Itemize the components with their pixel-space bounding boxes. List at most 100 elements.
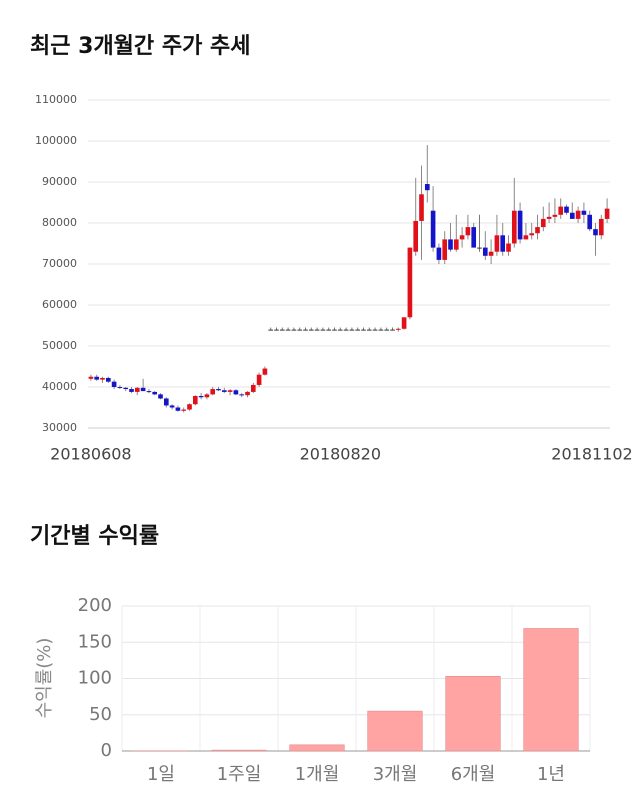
x-tick-label: 1년 (537, 764, 565, 785)
y-tick-label: 110000 (35, 93, 77, 106)
candle-body (181, 409, 187, 411)
candle-body (355, 329, 361, 331)
y-tick-label: 100000 (35, 134, 77, 147)
candle-body (442, 239, 448, 260)
candle-body (598, 218, 604, 236)
candle-body (395, 328, 401, 330)
x-tick-label: 1일 (147, 764, 175, 785)
candle-body (152, 391, 158, 395)
candle-body (564, 206, 569, 213)
y-axis-label: 수익률(%) (34, 638, 55, 719)
candle-body (320, 329, 326, 331)
candle-body (227, 390, 233, 392)
x-tick-label: 20180820 (300, 445, 381, 464)
candle-body (453, 239, 459, 250)
candle-body (349, 329, 355, 331)
y-tick-label: 90000 (42, 175, 77, 188)
candle-body (297, 329, 303, 331)
bar (211, 749, 267, 752)
candle-body (424, 184, 430, 191)
candle-body (134, 387, 140, 392)
candle-body (448, 239, 453, 250)
candle-body (390, 329, 395, 331)
candle-body (250, 384, 256, 392)
candle-body (511, 210, 517, 244)
candle-body (477, 247, 482, 249)
y-tick-label: 50000 (42, 339, 77, 352)
candle-body (111, 381, 117, 387)
candle-body (146, 391, 152, 393)
candle-body (285, 329, 291, 331)
y-tick-label: 50 (89, 704, 112, 725)
x-tick-label: 6개월 (451, 764, 496, 785)
candle-body (459, 235, 465, 240)
candle-body (123, 387, 129, 390)
candle-body (308, 329, 314, 331)
candle-body (407, 247, 413, 318)
candle-body (140, 387, 146, 392)
candle-body (535, 227, 540, 234)
candle-body (488, 251, 494, 256)
candle-body (430, 210, 436, 248)
candle-body (366, 329, 372, 331)
candle-body (500, 235, 506, 252)
candle-body (268, 329, 274, 331)
candle-body (163, 398, 169, 406)
candle-body (540, 218, 546, 228)
candle-body (372, 329, 378, 331)
y-tick-label: 0 (101, 740, 112, 761)
candle-body (100, 377, 105, 380)
bar (523, 628, 579, 752)
candle-body (558, 206, 564, 215)
bar (445, 676, 501, 752)
y-tick-label: 80000 (42, 216, 77, 229)
chart-title: 최근 3개월간 주가 추세 (30, 34, 250, 59)
candle-body (233, 390, 239, 395)
chart-title: 기간별 수익률 (30, 524, 159, 549)
candle-body (593, 229, 598, 236)
candle-body (210, 389, 216, 395)
bar (367, 710, 423, 752)
candle-body (413, 220, 419, 252)
y-tick-label: 150 (78, 631, 112, 652)
candle-body (245, 391, 250, 396)
candle-body (303, 329, 308, 331)
candle-body (274, 329, 279, 331)
candle-body (256, 374, 262, 385)
candle-body (158, 394, 163, 399)
candle-body (517, 210, 523, 240)
candle-body (581, 210, 587, 215)
y-tick-label: 30000 (42, 421, 77, 434)
candle-body (384, 329, 390, 331)
candle-body (401, 317, 407, 329)
candle-body (216, 389, 221, 391)
y-tick-label: 70000 (42, 257, 77, 270)
candle-body (361, 329, 366, 331)
candle-body (546, 216, 552, 219)
candle-body (569, 212, 575, 219)
candle-body (239, 394, 245, 396)
candle-body (332, 329, 337, 331)
candle-body (88, 376, 94, 379)
y-tick-label: 100 (78, 668, 112, 689)
candle-body (129, 389, 134, 392)
x-tick-label: 1주일 (217, 764, 262, 785)
candle-body (198, 396, 204, 398)
candle-body (494, 235, 500, 252)
candle-body (343, 329, 349, 331)
candle-body (187, 404, 192, 410)
candle-body (117, 387, 123, 388)
candle-body (378, 329, 384, 331)
candle-body (465, 227, 471, 236)
candle-body (436, 247, 442, 260)
candle-body (604, 208, 610, 219)
candle-body (529, 233, 535, 236)
candle-body (221, 390, 227, 392)
candle-body (326, 329, 332, 331)
candle-body (204, 394, 210, 398)
candle-body (471, 227, 477, 248)
candle-body (337, 329, 343, 331)
x-tick-label: 3개월 (373, 764, 418, 785)
candle-body (169, 405, 175, 408)
